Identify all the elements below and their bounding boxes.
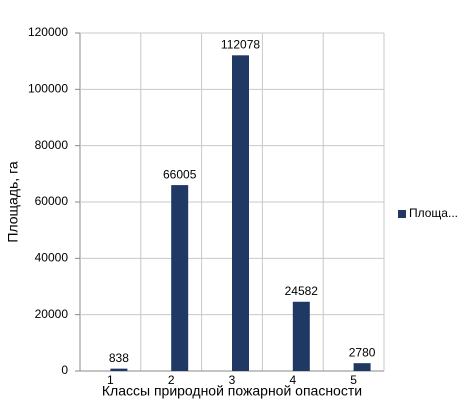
y-tick-label: 20000 xyxy=(35,307,69,321)
y-tick-label: 80000 xyxy=(35,138,69,152)
value-label: 838 xyxy=(109,351,129,365)
y-tick-label: 40000 xyxy=(35,251,69,265)
x-axis-title: Классы природной пожарной опасности xyxy=(102,383,362,399)
value-label: 66005 xyxy=(163,167,197,181)
x-tick-label: 4 xyxy=(289,373,296,387)
y-tick-label: 120000 xyxy=(28,25,68,39)
bar xyxy=(110,368,128,371)
x-tick-label: 5 xyxy=(350,373,357,387)
value-label: 112078 xyxy=(221,37,260,51)
value-label: 24582 xyxy=(285,284,319,298)
y-tick-label: 0 xyxy=(61,363,68,377)
x-tick-label: 1 xyxy=(107,373,114,387)
legend-swatch xyxy=(398,210,406,218)
x-tick-label: 3 xyxy=(229,373,236,387)
bar xyxy=(292,301,310,371)
y-axis-title: Площадь, га xyxy=(5,161,21,243)
y-tick-label: 60000 xyxy=(35,194,69,208)
legend-label: Площа... xyxy=(409,206,458,220)
value-label: 2780 xyxy=(349,345,376,359)
y-tick-label: 100000 xyxy=(28,82,68,96)
bar xyxy=(232,55,249,372)
bar xyxy=(353,363,371,371)
bar xyxy=(171,185,189,371)
x-tick-label: 2 xyxy=(168,373,175,387)
